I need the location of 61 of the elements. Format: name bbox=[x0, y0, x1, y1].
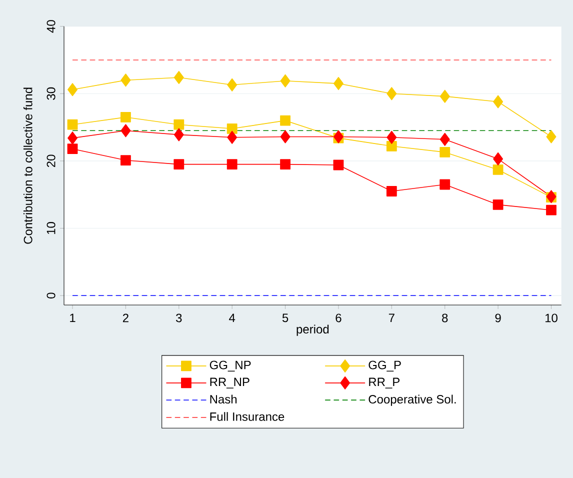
x-tick-label: 3 bbox=[176, 314, 182, 322]
y-tick-label: 10 bbox=[46, 222, 56, 234]
point bbox=[440, 147, 450, 158]
point bbox=[120, 124, 131, 138]
y-tick-label: 20 bbox=[46, 154, 56, 168]
point bbox=[440, 179, 450, 190]
y-tick-label: 40 bbox=[46, 20, 56, 33]
y-tick-label: 0 bbox=[46, 292, 56, 298]
point bbox=[174, 70, 184, 84]
legend-label: GG_P bbox=[368, 360, 401, 372]
point bbox=[493, 95, 504, 108]
legend-label: GG_NP bbox=[210, 360, 251, 372]
point bbox=[440, 90, 450, 103]
point bbox=[174, 159, 184, 170]
point bbox=[333, 160, 344, 170]
point bbox=[67, 144, 78, 154]
point bbox=[546, 204, 556, 216]
point bbox=[120, 112, 131, 122]
point bbox=[333, 130, 344, 144]
point bbox=[280, 74, 290, 88]
legend-label: RR_NP bbox=[210, 378, 250, 388]
point bbox=[440, 132, 450, 146]
x-tick-label: 7 bbox=[388, 314, 394, 322]
x-tick-label: 1 bbox=[70, 314, 76, 322]
point bbox=[386, 186, 397, 196]
y-tick-label: 30 bbox=[46, 87, 56, 100]
x-tick-label: 10 bbox=[545, 314, 558, 322]
point bbox=[386, 140, 397, 152]
point bbox=[492, 200, 504, 210]
point bbox=[333, 77, 344, 90]
point bbox=[227, 78, 238, 92]
point bbox=[492, 164, 504, 175]
x-tick-label: 8 bbox=[442, 314, 448, 322]
point bbox=[280, 159, 290, 170]
point bbox=[546, 130, 556, 144]
point bbox=[226, 123, 238, 134]
point bbox=[174, 119, 184, 130]
legend-label: Full Insurance bbox=[210, 412, 284, 421]
x-tick-label: 6 bbox=[336, 314, 342, 322]
point bbox=[493, 152, 504, 166]
x-axis-title: period bbox=[296, 324, 329, 336]
legend-label: RR_P bbox=[369, 378, 400, 388]
point bbox=[68, 83, 78, 96]
point bbox=[386, 130, 397, 144]
legend-label: Cooperative Sol. bbox=[368, 394, 456, 406]
point bbox=[226, 159, 238, 170]
point bbox=[120, 74, 131, 87]
point bbox=[174, 128, 184, 142]
point bbox=[227, 130, 238, 144]
point bbox=[386, 87, 397, 100]
x-tick-label: 5 bbox=[282, 314, 288, 322]
x-tick-label: 4 bbox=[229, 314, 236, 322]
x-tick-label: 2 bbox=[122, 314, 128, 322]
legend-label: Nash bbox=[210, 394, 237, 404]
point bbox=[280, 130, 290, 144]
point bbox=[120, 155, 131, 166]
point bbox=[280, 115, 290, 126]
x-tick-label: 9 bbox=[495, 314, 501, 322]
y-axis-title: Contribution to collective fund bbox=[23, 88, 32, 244]
point bbox=[68, 132, 78, 145]
point bbox=[67, 119, 78, 130]
